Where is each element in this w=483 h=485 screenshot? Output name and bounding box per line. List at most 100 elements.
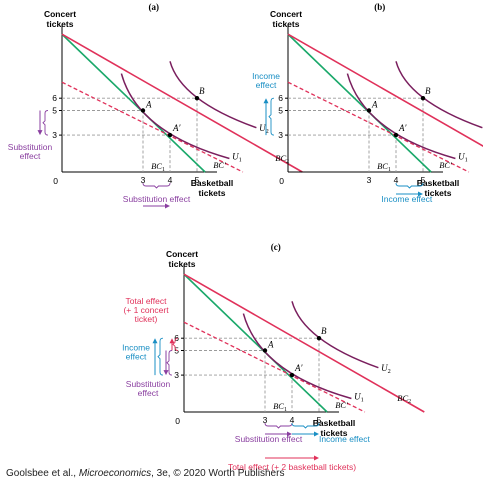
total-arrowhead [314, 455, 319, 461]
x-axis-label: Basketball [417, 178, 460, 188]
y-tick-label: 6 [52, 93, 57, 103]
y-tick-label: 3 [52, 130, 57, 140]
substitution-arrowhead [165, 203, 170, 209]
origin-label: 0 [53, 176, 58, 186]
x-tick-label: 3 [141, 175, 146, 185]
y-tick-label: 3 [278, 130, 283, 140]
income-effect-label: effect [126, 352, 147, 362]
substitution-arrowhead [163, 370, 169, 376]
y-axis-label: Concert [270, 9, 302, 19]
y-axis-label: tickets [169, 259, 196, 269]
total-arrowhead [169, 338, 175, 344]
total-effect-bottom-label: Total effect (+ 2 basketball tickets) [228, 462, 356, 472]
origin-label: 0 [175, 416, 180, 426]
substitution-arrowhead [37, 130, 43, 136]
u2-label: U2 [381, 363, 391, 375]
point-a-prime [167, 132, 173, 138]
x-tick-label: 5 [421, 175, 426, 185]
budget-line-bc2 [61, 33, 303, 173]
substitution-effect-label: Substitution [8, 142, 53, 152]
income-bracket-vertical [268, 97, 275, 136]
substitution-bracket-vertical [42, 110, 49, 136]
income-arrowhead [418, 191, 423, 197]
indifference-curve-u2 [169, 61, 257, 129]
indifference-curve-u2 [291, 301, 379, 369]
y-axis-label: tickets [47, 19, 74, 29]
origin-label: 0 [279, 176, 284, 186]
y-tick-label: 3 [174, 370, 179, 380]
point-a-label: A [371, 100, 378, 110]
substitution-bracket-vertical [166, 350, 173, 376]
x-axis-label: tickets [321, 428, 348, 438]
bc2-label: BC2 [397, 393, 411, 405]
indifference-curve-u1 [120, 73, 230, 160]
y-tick-label: 5 [278, 106, 283, 116]
income-effect-bottom-label: Income effect [319, 434, 371, 444]
budget-line-bc-prime [287, 81, 470, 173]
point-b [194, 96, 200, 101]
income-effect-label: Income [252, 71, 280, 81]
point-a-prime-label: A′ [398, 123, 407, 133]
point-a-prime-label: A′ [172, 123, 181, 133]
bc1-label: BC1 [151, 161, 165, 173]
indifference-curve-u2 [395, 61, 483, 129]
point-b-label: B [425, 86, 431, 96]
budget-line-bc1 [61, 33, 206, 173]
point-b-label: B [321, 326, 327, 336]
x-tick-label: 4 [394, 175, 399, 185]
income-arrowhead [263, 98, 269, 104]
bc-prime-label: BC′ [213, 160, 226, 170]
x-axis-label: Basketball [313, 418, 356, 428]
point-a [366, 108, 372, 113]
income-effect-bottom-label: Income effect [381, 194, 433, 204]
income-arrowhead [152, 338, 158, 344]
u1-label: U1 [458, 151, 468, 163]
budget-line-bc2 [183, 273, 425, 413]
point-a-label: A [145, 100, 152, 110]
point-b-label: B [199, 86, 205, 96]
budget-line-bc-prime [183, 321, 366, 413]
substitution-effect-bottom-label: Substitution effect [235, 434, 303, 444]
u1-label: U1 [232, 151, 242, 163]
income-arrowhead [314, 431, 319, 437]
total-effect-label: ticket) [135, 314, 158, 324]
bc1-label: BC1 [377, 161, 391, 173]
substitution-effect-label: effect [20, 151, 41, 161]
budget-line-bc1 [287, 33, 432, 173]
x-axis-label: tickets [199, 188, 226, 198]
x-tick-label: 3 [263, 415, 268, 425]
source-credit: Goolsbee et al., Microeconomics, 3e, © 2… [6, 468, 284, 479]
income-effect-label: Income [122, 343, 150, 353]
indifference-curve-u1 [346, 73, 456, 160]
substitution-bracket-horizontal [142, 182, 171, 189]
point-a-prime [393, 132, 399, 138]
credit-suffix: , 3e, © 2020 Worth Publishers [151, 468, 285, 479]
credit-prefix: Goolsbee et al., [6, 468, 79, 479]
total-effect-label: (+ 1 concert [123, 305, 169, 315]
x-tick-label: 4 [290, 415, 295, 425]
x-tick-label: 5 [317, 415, 322, 425]
bc-prime-label: BC′ [335, 400, 348, 410]
bc2-label: BC2 [275, 153, 289, 165]
bc1-label: BC1 [273, 401, 287, 413]
point-a [262, 348, 268, 353]
point-a-prime [289, 372, 295, 378]
y-axis-label: tickets [273, 19, 300, 29]
indifference-curve-u1 [242, 313, 352, 400]
panel-title: (a) [149, 2, 160, 12]
panel-title: (b) [374, 2, 385, 12]
credit-title: Microeconomics [78, 468, 152, 479]
x-tick-label: 4 [168, 175, 173, 185]
income-effect-label: effect [256, 80, 277, 90]
point-a-prime-label: A′ [294, 363, 303, 373]
x-axis-label: Basketball [191, 178, 234, 188]
point-a [140, 108, 146, 113]
substitution-effect-bottom-label: Substitution effect [123, 194, 191, 204]
x-tick-label: 5 [195, 175, 200, 185]
budget-line-bc-prime [61, 81, 244, 173]
budget-line-bc1 [183, 273, 328, 413]
